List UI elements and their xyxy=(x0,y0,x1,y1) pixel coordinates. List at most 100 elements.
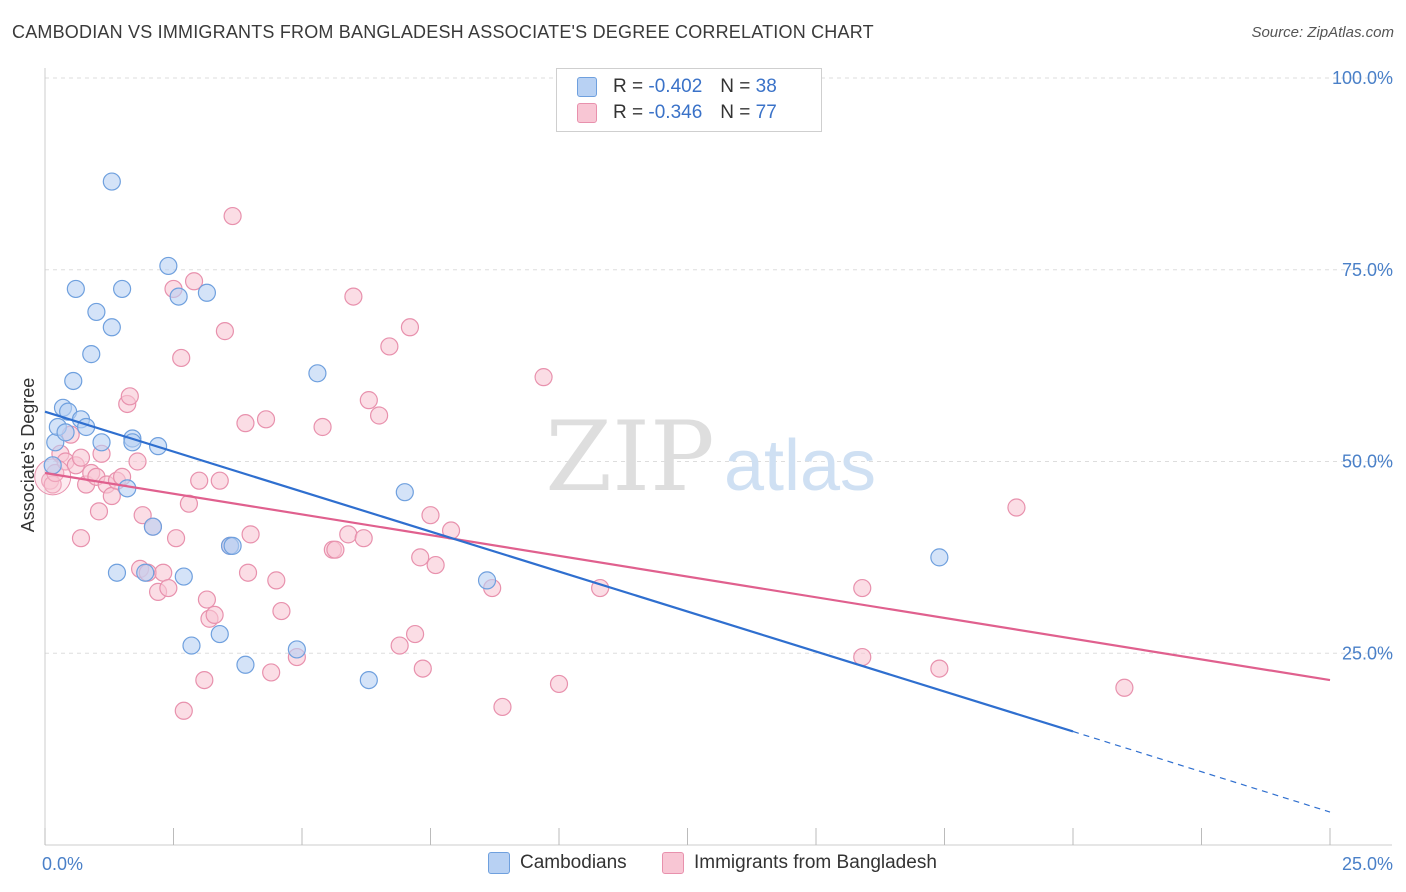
legend-label-cambodians: Cambodians xyxy=(520,852,627,873)
cambodian-point xyxy=(82,345,101,364)
bangladesh-point xyxy=(493,697,512,717)
bangladesh-point xyxy=(534,368,553,387)
y-axis-label: Associate's Degree xyxy=(18,378,38,533)
trend-line-cambodians xyxy=(44,410,1074,733)
bangladesh-point xyxy=(197,590,217,609)
bangladesh-point xyxy=(190,471,209,490)
bangladesh-point xyxy=(313,417,332,437)
stats-row-cambodians: R = -0.402 N = 38 xyxy=(577,74,777,100)
bangladesh-point xyxy=(133,506,152,525)
cambodian-point xyxy=(308,364,327,383)
legend-swatch-bangladesh xyxy=(662,852,684,874)
r-value: -0.346 xyxy=(648,102,703,123)
series-cambodians-points xyxy=(43,172,949,690)
source-label: Source: ZipAtlas.com xyxy=(1251,24,1394,41)
cambodian-point xyxy=(107,563,127,582)
y-tick-label: 75.0% xyxy=(1342,260,1393,280)
cambodian-point xyxy=(66,279,85,299)
trend-line-cambodians-extrapolated xyxy=(1072,730,1331,813)
bangladesh-point xyxy=(159,578,178,598)
cambodian-point xyxy=(56,423,75,442)
stats-row-bangladesh: R = -0.346 N = 77 xyxy=(577,100,777,126)
cambodian-point xyxy=(92,433,111,452)
cambodian-point xyxy=(223,536,242,555)
cambodian-point xyxy=(64,371,83,391)
x-tick-label-max: 25.0% xyxy=(1342,854,1393,874)
series-legend: Cambodians Immigrants from Bangladesh xyxy=(0,852,1406,878)
cambodian-point xyxy=(287,640,306,659)
bangladesh-point xyxy=(411,548,430,567)
bangladesh-point xyxy=(102,486,121,506)
legend-item-cambodians: Cambodians xyxy=(488,852,627,874)
bangladesh-point xyxy=(853,578,872,598)
cambodian-point xyxy=(87,302,106,322)
bangladesh-point xyxy=(210,471,229,490)
swatch-cambodians xyxy=(577,77,597,97)
y-tick-label: 100.0% xyxy=(1332,68,1393,88)
bangladesh-point xyxy=(166,529,186,548)
bangladesh-point xyxy=(390,636,409,655)
cambodian-point xyxy=(359,670,378,690)
series-bangladesh-points xyxy=(34,206,1134,720)
cambodian-point xyxy=(118,479,137,498)
bangladesh-point xyxy=(89,502,109,521)
n-value: 38 xyxy=(755,76,777,97)
n-value: 77 xyxy=(755,102,777,123)
cambodian-point xyxy=(477,571,497,590)
bangladesh-point xyxy=(262,663,281,682)
trend-lines xyxy=(44,410,1331,813)
watermark-zip: ZIP xyxy=(545,401,714,513)
bangladesh-point xyxy=(256,410,276,429)
cambodian-point xyxy=(159,256,178,276)
y-tick-label: 25.0% xyxy=(1342,643,1393,663)
bangladesh-point xyxy=(128,452,147,471)
bangladesh-point xyxy=(421,506,440,525)
bangladesh-point xyxy=(174,701,193,720)
legend-item-bangladesh: Immigrants from Bangladesh xyxy=(662,852,937,874)
cambodian-point xyxy=(43,456,62,475)
bangladesh-point xyxy=(400,318,420,337)
bangladesh-point xyxy=(241,525,260,544)
bangladesh-point xyxy=(1007,498,1026,517)
cambodian-point xyxy=(182,636,201,655)
legend-label-bangladesh: Immigrants from Bangladesh xyxy=(694,852,937,873)
cambodian-point xyxy=(174,567,193,586)
bangladesh-point xyxy=(326,540,345,559)
chart-title: CAMBODIAN VS IMMIGRANTS FROM BANGLADESH … xyxy=(12,22,874,42)
cambodian-point xyxy=(210,624,229,644)
x-tick-label-min: 0.0% xyxy=(42,854,83,874)
bangladesh-point xyxy=(413,659,432,678)
bangladesh-point xyxy=(238,563,258,582)
bangladesh-point xyxy=(172,348,191,368)
cambodian-point xyxy=(395,483,414,502)
n-label: N = xyxy=(720,102,751,123)
bangladesh-point xyxy=(223,206,242,226)
bangladesh-point xyxy=(344,287,363,306)
bangladesh-point xyxy=(380,337,399,356)
bangladesh-point xyxy=(354,529,373,548)
bangladesh-point xyxy=(236,414,255,433)
cambodian-point xyxy=(102,172,121,191)
cambodian-point xyxy=(112,279,132,299)
bangladesh-point xyxy=(195,670,214,690)
stats-legend: R = -0.402 N = 38 R = -0.346 N = 77 xyxy=(556,68,822,132)
r-label: R = xyxy=(613,102,644,123)
cambodian-point xyxy=(197,283,217,302)
swatch-bangladesh xyxy=(577,103,597,123)
n-label: N = xyxy=(720,76,751,97)
r-label: R = xyxy=(613,76,644,97)
bangladesh-point xyxy=(405,624,425,644)
legend-swatch-cambodians xyxy=(488,852,510,874)
cambodian-point xyxy=(930,548,949,567)
bangladesh-point xyxy=(1115,678,1134,697)
cambodian-point xyxy=(136,563,155,582)
axes: 0.0% 25.0% xyxy=(42,68,1393,874)
bangladesh-point xyxy=(267,571,286,590)
trend-line-bangladesh xyxy=(44,471,1331,682)
watermark: ZIP atlas xyxy=(545,401,876,513)
cambodian-point xyxy=(102,318,121,337)
bangladesh-point xyxy=(184,272,204,291)
cambodian-point xyxy=(236,655,255,674)
bangladesh-point xyxy=(120,387,139,406)
bangladesh-point xyxy=(930,659,949,678)
